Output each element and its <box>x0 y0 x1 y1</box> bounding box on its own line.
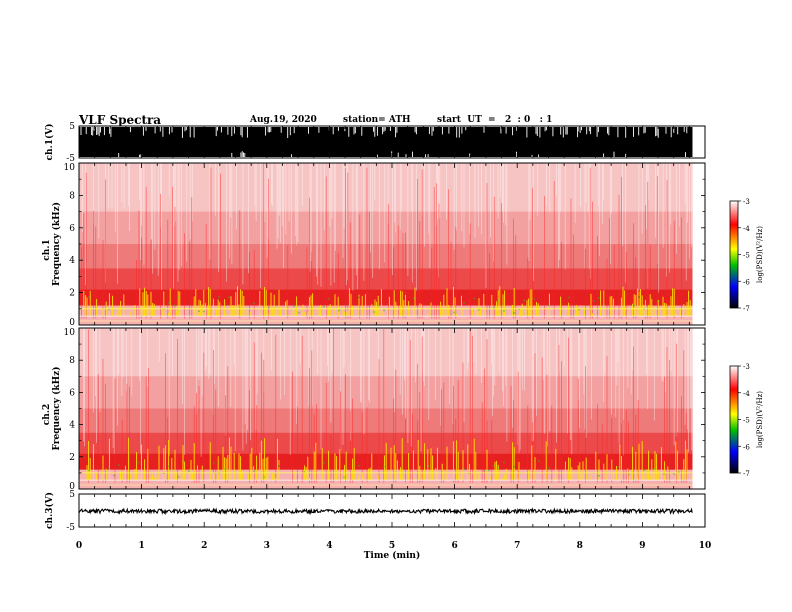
waveform-fill <box>79 127 693 157</box>
colorbar-tick-label: -3 <box>743 363 750 371</box>
spectrogram-sferics <box>88 328 687 483</box>
x-tick-label: 8 <box>577 541 583 551</box>
spectrogram-band-2 <box>79 244 693 269</box>
spectrogram-band-1 <box>79 211 693 244</box>
y-tick-label: 5 <box>69 490 75 500</box>
waveform-trace-1 <box>79 127 693 157</box>
colorbar-tick-label: -7 <box>743 470 750 478</box>
observation-date: Aug.19, 2020 <box>250 115 317 125</box>
x-tick-label: 1 <box>138 541 144 551</box>
x-axis-label: Time (min) <box>364 550 421 561</box>
y-axis-label-ch1-waveform: ch.1(V) <box>44 124 55 161</box>
start-time-label: start UT = 2 : 0 : 1 <box>437 115 553 125</box>
channel-label-ch1-spectrogram: ch.1 <box>42 239 52 260</box>
x-tick-label: 7 <box>514 541 520 551</box>
colorbar-tick-label: -4 <box>743 390 750 398</box>
colorbar-tick-label: -5 <box>743 417 750 425</box>
y-tick-label: -5 <box>66 154 75 164</box>
colorbar-1: -3 -4 -5 -6 -7 log(PSD)(V²/Hz) <box>729 198 764 313</box>
y-tick-label: 10 <box>64 163 76 173</box>
y-tick-label: 2 <box>69 453 75 463</box>
colorbar-tick-label: -6 <box>743 443 750 451</box>
spectrogram-band-0 <box>79 163 693 212</box>
colorbar-tick-label: -5 <box>743 252 750 260</box>
spectrogram-band-3 <box>79 268 693 290</box>
waveform-gaps <box>80 127 688 157</box>
figure-title: VLF Spectra <box>79 113 162 127</box>
y-tick-label: 10 <box>64 328 76 338</box>
colorbar-gradient <box>729 365 739 474</box>
y-tick-label: 4 <box>69 256 75 266</box>
x-tick-label: 5 <box>389 541 395 551</box>
waveform-trace-3 <box>78 507 693 516</box>
y-tick-label: -5 <box>66 523 75 533</box>
colorbar-tick-label: -7 <box>743 305 750 313</box>
y-tick-label: 2 <box>69 289 75 299</box>
spectrogram-1 <box>78 163 693 325</box>
colorbar-tick-label: -6 <box>743 278 750 286</box>
y-tick-label: 0 <box>69 482 75 492</box>
x-tick-label: 10 <box>699 541 712 551</box>
colorbar-tick-label: -4 <box>743 225 750 233</box>
colorbar-label: log(PSD)(V²/Hz) <box>756 391 764 448</box>
colorbar-2: -3 -4 -5 -6 -7 log(PSD)(V²/Hz) <box>729 363 764 478</box>
spectrogram-band-4 <box>79 453 693 470</box>
colorbar-gradient <box>729 200 739 309</box>
y-tick-label: 8 <box>69 356 75 366</box>
spectrogram-band-4 <box>79 289 693 306</box>
x-tick-label: 2 <box>201 541 207 551</box>
spectrogram-peaks <box>88 460 680 478</box>
colorbar-tick-label: -3 <box>743 198 750 206</box>
y-tick-label: 5 <box>69 122 75 132</box>
x-tick-label: 4 <box>326 541 332 551</box>
spectrogram-band-1 <box>79 376 693 409</box>
x-tick-label: 6 <box>451 541 457 551</box>
x-tick-label: 3 <box>264 541 270 551</box>
y-tick-label: 6 <box>69 388 75 398</box>
colorbar-label: log(PSD)(V²/Hz) <box>756 226 764 283</box>
channel-label-ch2-spectrogram: ch.2 <box>42 404 52 425</box>
x-tick-label: 9 <box>639 541 645 551</box>
waveform-line <box>78 507 693 516</box>
y-tick-label: 6 <box>69 224 75 234</box>
y-axis-label-ch3-waveform: ch.3(V) <box>44 492 55 529</box>
x-tick-label: 0 <box>76 541 82 551</box>
spectrogram-band-0 <box>79 328 693 377</box>
spectrogram-band-2 <box>79 408 693 433</box>
y-tick-label: 8 <box>69 191 75 201</box>
y-tick-label: 0 <box>69 318 75 328</box>
station-label: station= ATH <box>343 115 411 125</box>
y-tick-label: 4 <box>69 421 75 431</box>
y-axis-label-ch1-spectrogram: Frequency (kHz) <box>51 202 62 286</box>
data-layer <box>78 127 693 516</box>
y-axis-label-ch2-spectrogram: Frequency (kHz) <box>51 366 62 450</box>
spectrogram-2 <box>79 328 693 489</box>
spectrogram-band-3 <box>79 432 693 454</box>
